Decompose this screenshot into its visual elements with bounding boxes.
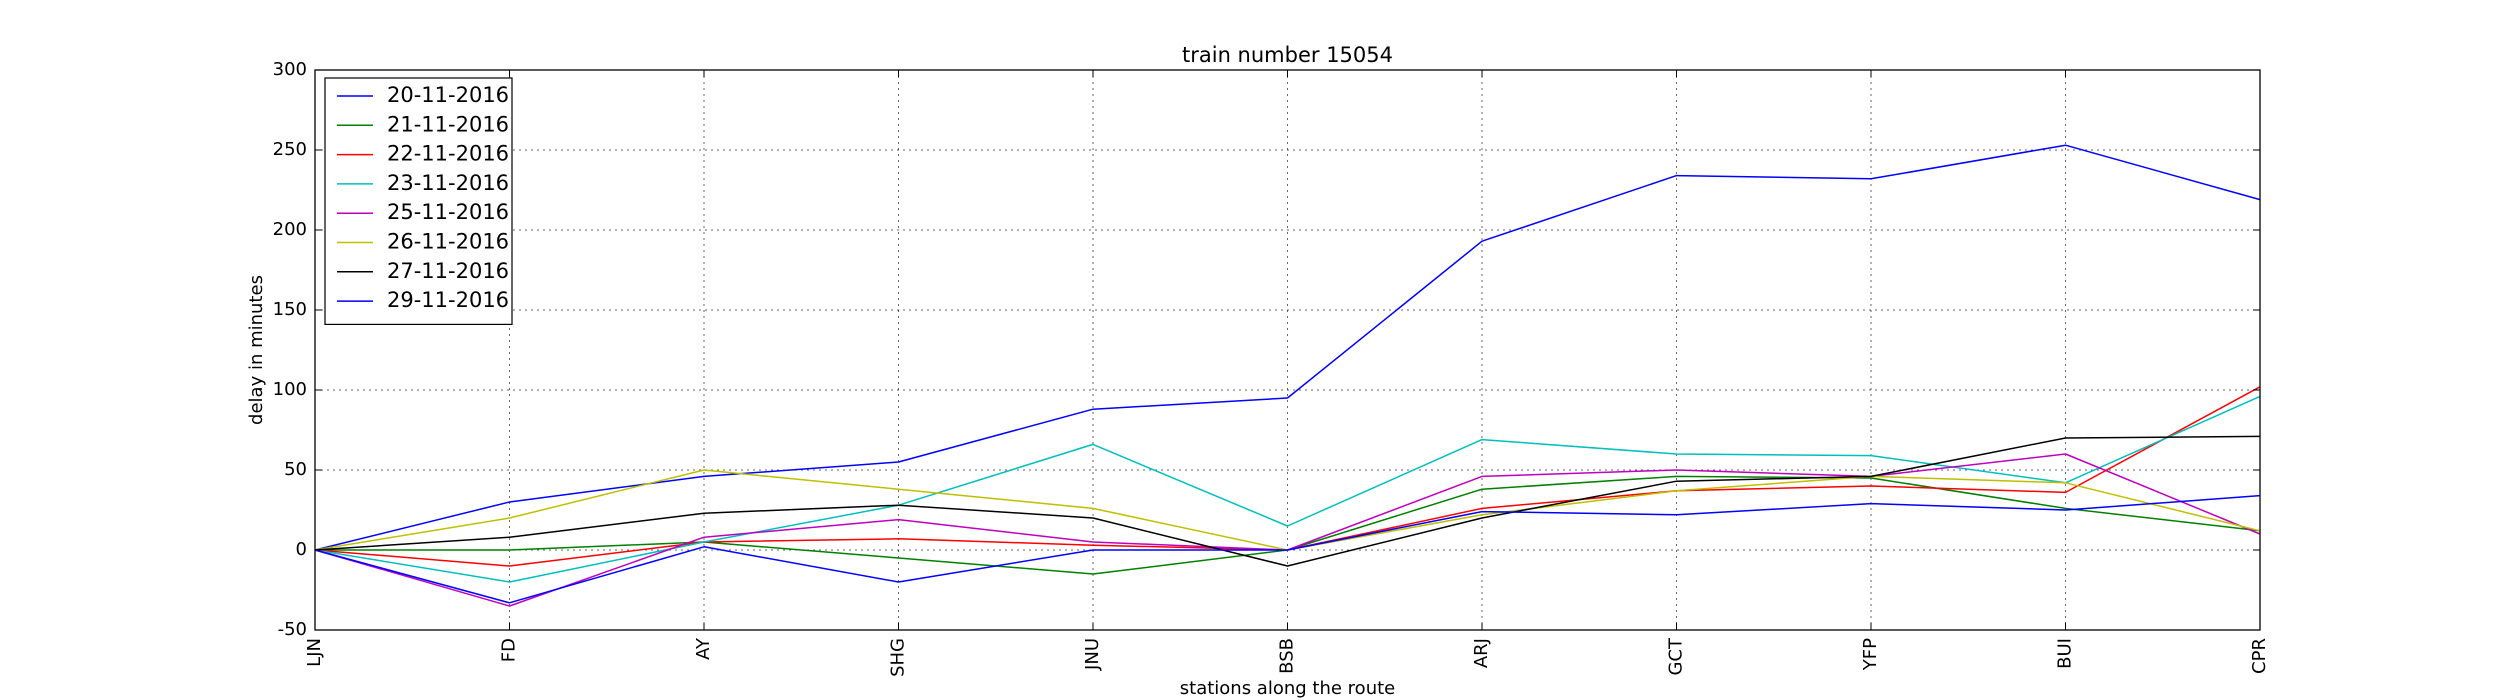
series-line-20-11-2016: [314, 144, 2261, 551]
legend-label: 21-11-2016: [387, 112, 509, 136]
legend-label: 27-11-2016: [387, 259, 509, 283]
series-line-27-11-2016: [314, 435, 2261, 567]
legend-label: 29-11-2016: [387, 288, 509, 312]
y-tick-label: 100: [273, 379, 307, 400]
axis-ticks: LJN FD AY SHG JNU BSB ARJ GCT YFP BUI CPR -50 0 50 100…: [273, 59, 2270, 677]
grid-lines: [315, 70, 2260, 630]
legend-label: 20-11-2016: [387, 83, 509, 107]
y-tick-label: 200: [273, 219, 307, 240]
x-tick-label: BUI: [2055, 638, 2076, 669]
y-tick-label: 250: [273, 139, 307, 160]
x-axis-label: stations along the route: [1180, 678, 1395, 699]
y-tick-label: 300: [273, 59, 307, 80]
series-lines: [314, 144, 2261, 607]
x-tick-label: CPR: [2249, 638, 2270, 674]
chart-title: train number 15054: [1182, 43, 1393, 67]
y-tick-label: 150: [273, 299, 307, 320]
series-line-23-11-2016: [314, 395, 2261, 583]
legend-label: 25-11-2016: [387, 200, 509, 224]
y-tick-label: 0: [296, 539, 307, 560]
legend-box: [324, 77, 513, 325]
x-tick-label: BSB: [1277, 638, 1298, 674]
series-line-29-11-2016: [314, 494, 2261, 604]
x-tick-label: JNU: [1082, 638, 1103, 671]
legend-label: 23-11-2016: [387, 171, 509, 195]
legend-label: 22-11-2016: [387, 142, 509, 166]
x-tick-label: YFP: [1860, 638, 1881, 671]
x-tick-label: SHG: [888, 638, 909, 677]
legend-label: 26-11-2016: [387, 230, 509, 254]
x-tick-label: FD: [499, 638, 520, 662]
legend: 20-11-2016 21-11-2016 22-11-2016 23-11-2016…: [324, 77, 513, 325]
series-line-25-11-2016: [314, 453, 2261, 607]
x-tick-label: AY: [693, 637, 714, 660]
y-tick-label: -50: [278, 619, 307, 640]
y-axis-label: delay in minutes: [246, 275, 267, 425]
x-tick-label: ARJ: [1471, 638, 1492, 668]
x-tick-label: LJN: [304, 638, 325, 667]
x-tick-label: GCT: [1666, 637, 1687, 676]
y-tick-label: 50: [284, 459, 307, 480]
